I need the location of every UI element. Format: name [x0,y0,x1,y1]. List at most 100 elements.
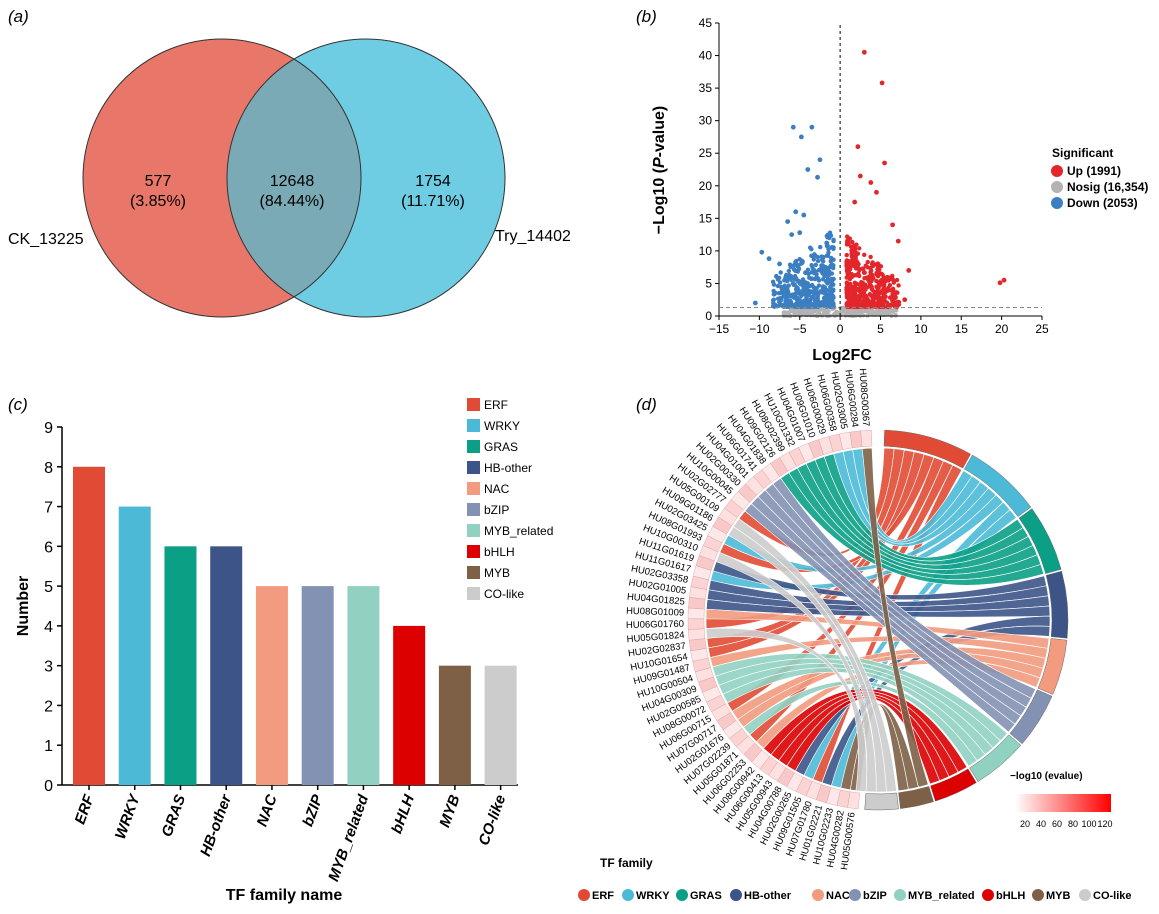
volcano-point-up [847,304,853,309]
volcano-ylabel-prefix: −Log10 ( [651,167,668,234]
venn-ck-only-count: 577 [145,173,172,190]
bar-legend-label: bZIP [484,503,509,517]
bar-legend-swatch [467,398,480,411]
volcano-point-up [853,257,858,263]
family-legend: ERF WRKY GRAS HB-other NAC bZIP MYB_related bHL… [578,889,1132,902]
volcano-plot: −15 −10 −5 0 5 10 15 20 25 0 5 10 15 20 25 30 35 40 45 Log… [651,16,1148,364]
volcano-legend: Significant Up (1991) Nosig (16,354) Dow… [1051,146,1148,210]
bar-x-tick-label: CO-like [475,793,509,848]
evalue-gradient-bar [1015,794,1111,812]
volcano-point-down [786,293,792,298]
chord-gene-label: HU08G01009 [626,606,684,619]
bar-x-tick-label: NAC [254,791,281,828]
chord-diagram: HU05G00576HU04G00282HU10G02233HU01G02221… [578,368,1132,902]
volcano-point-nosig [843,310,848,315]
volcano-point-up [844,258,849,264]
volcano-point-up [844,262,849,268]
volcano-point-down [777,261,782,267]
volcano-point-down [795,269,800,274]
volcano-point-down [823,291,828,296]
legend-label-nosig: Nosig (16,354) [1067,180,1148,194]
volcano-point-up [1001,277,1007,283]
bar-y-tick-label: 6 [44,539,53,556]
volcano-point-down [801,299,806,305]
volcano-point-up [874,278,879,284]
bar-x-tick-label: GRAS [158,793,189,840]
volcano-point-up [870,260,875,265]
bar-legend-swatch [467,545,480,558]
volcano-point-down [778,270,783,275]
volcano-point-down [778,290,783,296]
chord-family-arc-gras [1018,508,1062,574]
volcano-point-up [895,238,901,244]
volcano-point-up [852,280,858,285]
volcano-point-up [886,275,892,280]
volcano-point-down [786,268,792,274]
bar-x-tick-label: MYB [436,792,463,829]
volcano-point-up [855,251,861,256]
volcano-point-nosig [784,310,789,315]
volcano-point-up [894,277,900,283]
volcano-legend-title: Significant [1052,146,1113,160]
volcano-y-tick-label: 45 [699,16,713,30]
volcano-point-down [770,279,776,285]
volcano-point-down [817,157,823,163]
volcano-point-up [847,236,853,241]
evalue-tick-label: 60 [1052,819,1062,829]
volcano-point-down [805,267,811,273]
volcano-ylabel-suffix: -value) [651,106,668,158]
volcano-y-tick-label: 20 [699,179,713,193]
bar-y-tick-label: 5 [44,579,53,596]
volcano-point-down [793,287,799,292]
family-legend-label: bZIP [863,890,887,902]
legend-dot-up [1051,165,1063,177]
volcano-point-up [852,199,858,205]
venn-label-try: Try_14402 [495,228,571,245]
volcano-point-up [856,246,862,251]
family-legend-label: MYB [1046,890,1071,902]
bar-legend-label: GRAS [484,440,518,454]
volcano-point-down [829,271,835,276]
chord-family-arc-co-like [864,792,899,811]
volcano-xlabel: Log2FC [812,347,872,364]
chord-gene-arc [860,429,873,447]
bar-legend-swatch [467,440,480,453]
volcano-point-down [815,258,821,264]
volcano-point-up [844,294,850,299]
volcano-point-down [793,259,798,265]
bar-y-tick-label: 9 [44,420,53,437]
legend-dot-nosig [1051,181,1063,193]
volcano-point-up [844,275,849,280]
volcano-point-down [820,271,825,276]
volcano-point-down [776,303,782,308]
volcano-point-down [797,230,803,236]
volcano-point-down [831,246,836,252]
volcano-point-down [826,301,831,307]
venn-overlap [226,59,361,297]
evalue-tick-label: 120 [1097,819,1112,829]
volcano-point-up [873,301,878,306]
bar-legend-swatch [467,587,480,600]
volcano-y-tick-label: 15 [699,211,713,225]
venn-intersection-pct: (84.44%) [260,193,325,210]
volcano-point-down [807,245,813,250]
volcano-point-nosig [863,309,868,314]
volcano-point-down [829,287,834,293]
bar-x-tick-label: HB-other [197,791,235,858]
volcano-point-down [801,212,807,218]
family-legend-dot [1079,889,1091,901]
volcano-point-down [793,209,799,215]
volcano-point-up [850,239,855,245]
chord-family-arc-erf [883,429,971,469]
chord-gene-arcs [687,429,873,810]
volcano-point-up [896,283,901,288]
evalue-ticks: 20 40 60 80 100 120 [1020,819,1113,829]
chord-ribbon-bzip [744,503,1016,733]
volcano-point-down [752,300,758,306]
volcano-x-tick-label: 15 [955,322,969,336]
chord-family-arcs [864,429,1069,811]
bar-legend-label: ERF [484,398,508,412]
volcano-point-nosig [852,309,857,314]
bar-y-tick-label: 0 [44,778,53,795]
